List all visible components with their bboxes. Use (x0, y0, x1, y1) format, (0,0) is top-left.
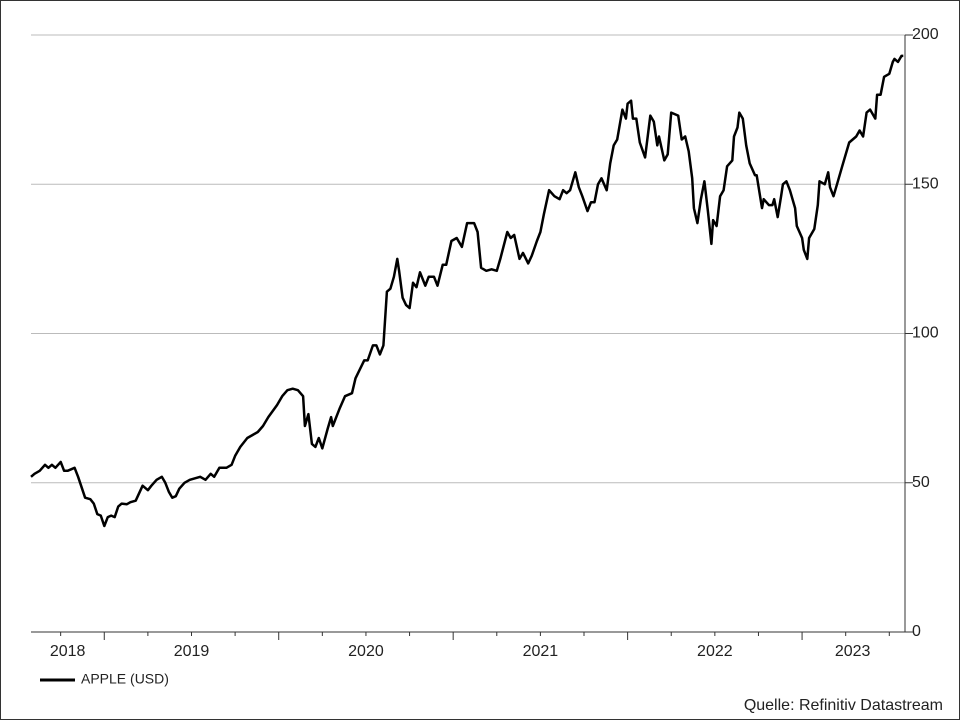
x-tick-label: 2020 (348, 643, 384, 660)
y-tick-label: 0 (912, 623, 921, 640)
price-line (30, 54, 904, 528)
y-tick-label: 100 (912, 325, 939, 342)
legend-label: APPLE (USD) (81, 671, 169, 687)
y-tick-label: 200 (912, 26, 939, 43)
source-note: Quelle: Refinitiv Datastream (744, 697, 943, 714)
y-tick-label: 50 (912, 474, 930, 491)
x-tick-label: 2022 (697, 643, 733, 660)
y-tick-label: 150 (912, 175, 939, 192)
x-tick-label: 2021 (523, 643, 559, 660)
x-tick-label: 2018 (50, 643, 86, 660)
x-tick-label: 2023 (835, 643, 871, 660)
x-tick-label: 2019 (174, 643, 210, 660)
